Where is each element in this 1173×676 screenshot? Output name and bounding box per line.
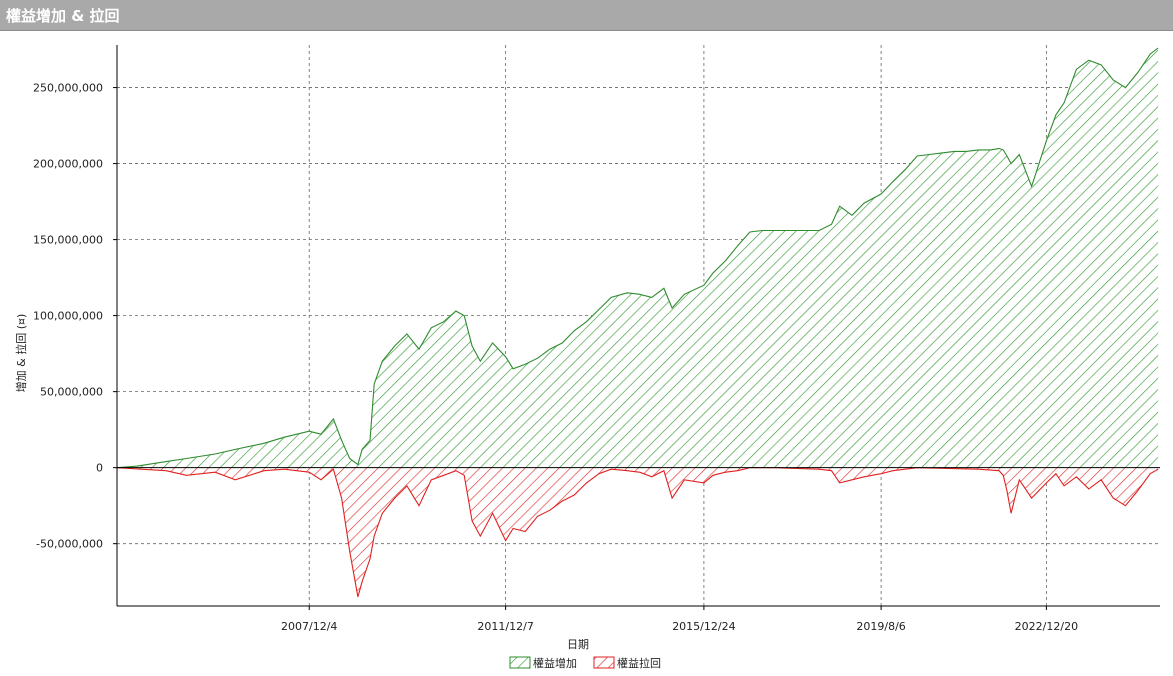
legend-swatch — [509, 656, 531, 669]
y-tick-label: 100,000,000 — [33, 310, 103, 323]
equity-drawdown-area — [117, 467, 1159, 597]
y-tick-label: 50,000,000 — [40, 386, 103, 399]
equity-drawdown-line — [116, 467, 1159, 598]
y-axis-label: 增加 & 拉回 (¤) — [14, 314, 28, 393]
x-tick-label: 2019/8/6 — [856, 620, 905, 633]
window-title: 權益增加 & 拉回 — [6, 7, 120, 25]
legend: 權益增加 權益拉回 — [509, 656, 661, 670]
x-axis-label: 日期 — [567, 638, 589, 651]
legend-swatch — [593, 656, 615, 669]
equity-increase-line — [116, 47, 1159, 469]
y-tick-label: 150,000,000 — [33, 234, 103, 247]
legend-label: 權益增加 — [533, 656, 577, 670]
legend-label: 權益拉回 — [617, 656, 661, 670]
x-tick-label: 2022/12/20 — [1015, 620, 1078, 633]
x-tick-label: 2015/12/24 — [672, 620, 735, 633]
equity-increase-area — [117, 48, 1159, 468]
y-tick-label: 0 — [96, 462, 103, 475]
x-tick-label: 2011/12/7 — [477, 620, 533, 633]
axes — [116, 45, 1160, 607]
x-axis-ticks: 2007/12/4 2011/12/7 2015/12/24 2019/8/6 2022… — [281, 606, 1078, 633]
equity-chart: -50,000,000 0 50,000,000 100,000,000 150,000… — [14, 45, 1160, 670]
y-tick-label: -50,000,000 — [36, 538, 103, 551]
plot-areas — [116, 47, 1159, 598]
y-tick-label: 200,000,000 — [33, 158, 103, 171]
y-axis-ticks: -50,000,000 0 50,000,000 100,000,000 150,000… — [33, 82, 117, 551]
title-bar: 權益增加 & 拉回 — [0, 0, 1173, 31]
y-tick-label: 250,000,000 — [33, 82, 103, 95]
x-tick-label: 2007/12/4 — [281, 620, 337, 633]
